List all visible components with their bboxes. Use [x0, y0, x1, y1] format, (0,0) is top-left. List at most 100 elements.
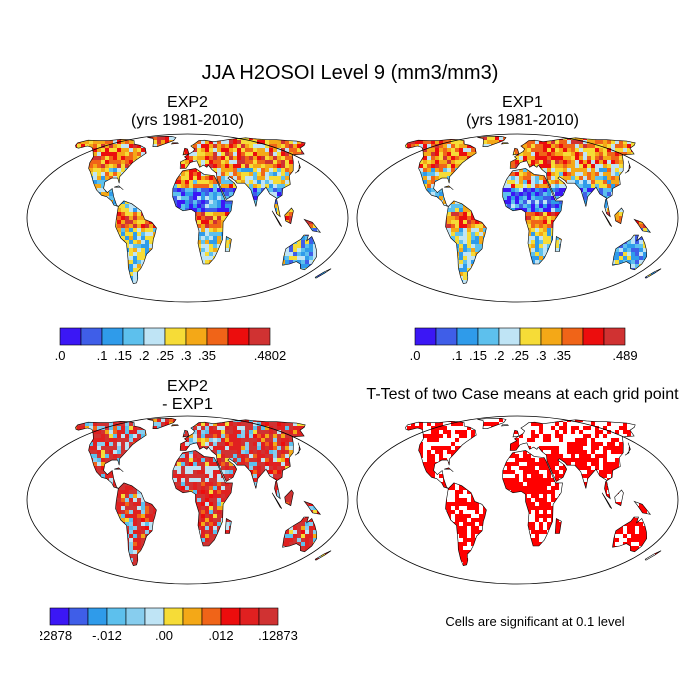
globe-border [26, 415, 349, 585]
coastline-8 [271, 492, 283, 509]
coastline-9 [284, 207, 294, 225]
panel2-colorbar: .0 .1 .15 .2 .25 .3 .35 .489 [410, 327, 638, 363]
colorbar-box-5 [519, 327, 542, 346]
colorbar-tick-label: .1 [452, 348, 463, 363]
coastline-6 [182, 429, 190, 438]
panel1-title: EXP2 [167, 94, 208, 111]
colorbar-tick-label: .12873 [258, 628, 298, 643]
colorbar-tick-label: .25 [156, 348, 174, 363]
panel2-title: EXP1 [502, 94, 543, 111]
colorbar-box-4 [143, 327, 166, 346]
coastline-1 [115, 482, 157, 567]
colorbar-tick-label: .35 [553, 348, 571, 363]
colorbar-tick-label: .00 [155, 628, 173, 643]
colorbar-tick-label: .15 [114, 348, 132, 363]
figure-title: JJA H2OSOI Level 9 (mm3/mm3) [201, 62, 499, 84]
colorbar-box-0 [49, 607, 70, 626]
colorbar-box-7 [561, 327, 584, 346]
globe-border [356, 133, 679, 303]
colorbar-tick-label: .4802 [254, 348, 287, 363]
coastline-11 [114, 467, 124, 473]
coastline-2 [502, 168, 563, 265]
colorbar-tick-label: .489 [612, 348, 637, 363]
colorbar-tick-label: -.012 [92, 628, 122, 643]
colorbar-tick-label: .1 [97, 348, 108, 363]
coastline-10 [303, 218, 322, 233]
coastline-13 [170, 424, 179, 427]
panel2-subtitle: (yrs 1981-2010) [466, 112, 579, 129]
colorbar-box-1 [68, 607, 89, 626]
coastline-4 [282, 516, 318, 553]
coastline-2 [502, 450, 563, 547]
colorbar-box-3 [106, 607, 127, 626]
colorbar-box-0 [59, 327, 82, 346]
coastline-12 [554, 518, 562, 534]
colorbar-box-6 [185, 327, 208, 346]
coastline-8 [271, 210, 283, 227]
colorbar-tick-label: .3 [536, 348, 547, 363]
coastline-6 [182, 147, 190, 156]
coastline-14 [314, 550, 332, 561]
coastline-11 [444, 185, 454, 191]
coastline-0 [405, 138, 477, 207]
colorbar-box-2 [87, 607, 108, 626]
coastline-4 [612, 234, 648, 271]
coastline-9 [284, 489, 294, 507]
colorbar-box-8 [227, 327, 250, 346]
coastline-3 [509, 419, 636, 500]
colorbar-box-9 [220, 607, 241, 626]
coastline-1 [445, 200, 487, 285]
coastline-10 [303, 500, 322, 515]
colorbar-box-0 [414, 327, 437, 346]
colorbar-box-6 [163, 607, 184, 626]
coastline-13 [500, 142, 509, 145]
coastline-6 [512, 429, 520, 438]
colorbar-box-2 [101, 327, 124, 346]
panel3-subtitle: - EXP1 [162, 396, 213, 413]
colorbar-tick-label: .15 [469, 348, 487, 363]
globe-border [356, 415, 679, 585]
coastline-13 [500, 424, 509, 427]
panel4-title: T-Test of two Case means at each grid po… [366, 386, 679, 403]
coastline-9 [614, 489, 624, 507]
colorbar-box-8 [201, 607, 222, 626]
coastline-1 [115, 200, 157, 285]
coastline-5 [477, 417, 507, 429]
colorbar-box-5 [164, 327, 187, 346]
colorbar-box-2 [456, 327, 479, 346]
colorbar-box-8 [582, 327, 605, 346]
coastline-14 [644, 268, 662, 279]
coastline-14 [314, 268, 332, 279]
panel1-map [26, 133, 349, 303]
coastline-3 [509, 137, 636, 218]
coastline-12 [554, 236, 562, 252]
coastline-3 [179, 419, 306, 500]
panel4-note: Cells are significant at 0.1 level [445, 614, 625, 629]
colorbar-box-9 [248, 327, 271, 346]
colorbar-tick-label: -.22878 [40, 628, 72, 643]
coastline-9 [614, 207, 624, 225]
coastline-5 [477, 135, 507, 147]
colorbar-tick-label: .2 [494, 348, 505, 363]
colorbar-box-9 [603, 327, 626, 346]
colorbar-box-4 [498, 327, 521, 346]
coastline-6 [512, 147, 520, 156]
colorbar-box-6 [540, 327, 563, 346]
coastline-0 [405, 420, 477, 489]
panel2-map [356, 133, 679, 303]
colorbar-tick-label: .25 [511, 348, 529, 363]
coastline-2 [172, 168, 233, 265]
panel2-title-block: EXP1 (yrs 1981-2010) [360, 94, 685, 130]
colorbar-box-3 [122, 327, 145, 346]
coastline-14 [644, 550, 662, 561]
colorbar-box-7 [206, 327, 229, 346]
coastline-2 [172, 450, 233, 547]
coastline-4 [612, 516, 648, 553]
colorbar-tick-label: .012 [208, 628, 233, 643]
coastline-12 [224, 518, 232, 534]
coastline-0 [75, 420, 147, 489]
coastline-11 [444, 467, 454, 473]
coastline-10 [633, 500, 652, 515]
coastline-3 [179, 137, 306, 218]
globe-border [26, 133, 349, 303]
